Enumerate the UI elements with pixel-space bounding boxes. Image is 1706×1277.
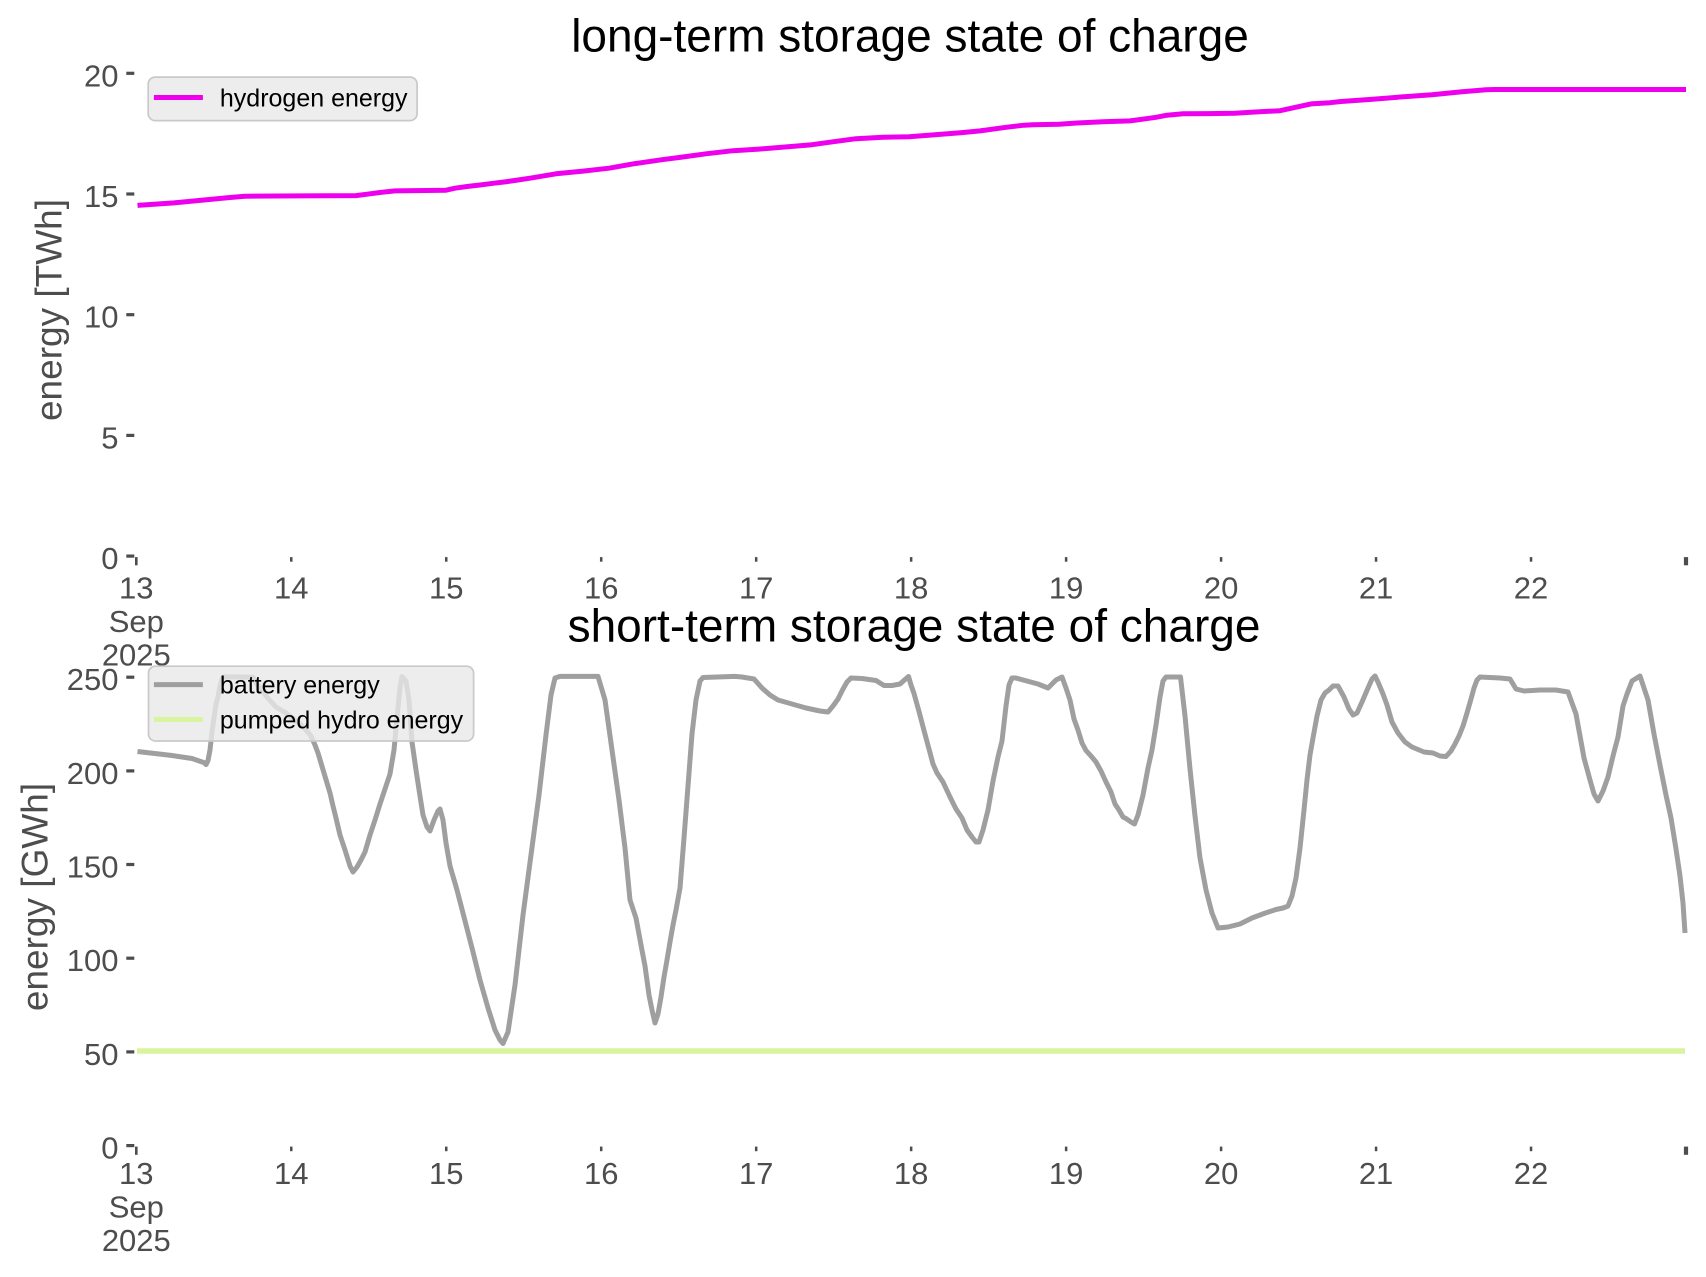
svg-text:13: 13	[119, 1156, 153, 1191]
svg-text:short-term storage state of ch: short-term storage state of charge	[568, 600, 1261, 652]
svg-text:150: 150	[67, 850, 119, 885]
svg-text:0: 0	[101, 1131, 118, 1166]
svg-text:0: 0	[101, 541, 118, 576]
svg-text:13: 13	[119, 571, 153, 606]
svg-text:20: 20	[1204, 571, 1238, 606]
svg-text:Sep: Sep	[109, 1190, 164, 1225]
svg-text:10: 10	[84, 300, 118, 335]
svg-text:energy [TWh]: energy [TWh]	[29, 199, 70, 421]
svg-text:15: 15	[429, 1156, 463, 1191]
svg-text:14: 14	[274, 1156, 308, 1191]
svg-text:19: 19	[1049, 1156, 1083, 1191]
svg-text:16: 16	[584, 1156, 618, 1191]
svg-text:Sep: Sep	[109, 604, 164, 639]
svg-text:14: 14	[274, 571, 308, 606]
svg-text:17: 17	[739, 571, 773, 606]
svg-text:19: 19	[1049, 571, 1083, 606]
svg-text:200: 200	[67, 756, 119, 791]
svg-text:17: 17	[739, 1156, 773, 1191]
svg-text:22: 22	[1514, 571, 1548, 606]
svg-text:hydrogen energy: hydrogen energy	[220, 85, 408, 113]
svg-text:22: 22	[1514, 1156, 1548, 1191]
svg-text:18: 18	[894, 1156, 928, 1191]
svg-text:20: 20	[1204, 1156, 1238, 1191]
svg-text:pumped hydro energy: pumped hydro energy	[220, 706, 464, 734]
svg-text:2025: 2025	[102, 1223, 171, 1258]
svg-text:100: 100	[67, 943, 119, 978]
svg-text:battery energy: battery energy	[220, 672, 380, 700]
svg-text:18: 18	[894, 571, 928, 606]
svg-text:long-term storage state of cha: long-term storage state of charge	[571, 10, 1249, 62]
svg-text:5: 5	[101, 420, 118, 455]
svg-text:15: 15	[429, 571, 463, 606]
svg-text:15: 15	[84, 179, 118, 214]
svg-text:20: 20	[84, 58, 118, 93]
svg-text:21: 21	[1359, 571, 1393, 606]
svg-text:250: 250	[67, 662, 119, 697]
svg-text:50: 50	[84, 1037, 118, 1072]
svg-text:16: 16	[584, 571, 618, 606]
svg-text:energy [GWh]: energy [GWh]	[15, 783, 56, 1011]
svg-text:21: 21	[1359, 1156, 1393, 1191]
